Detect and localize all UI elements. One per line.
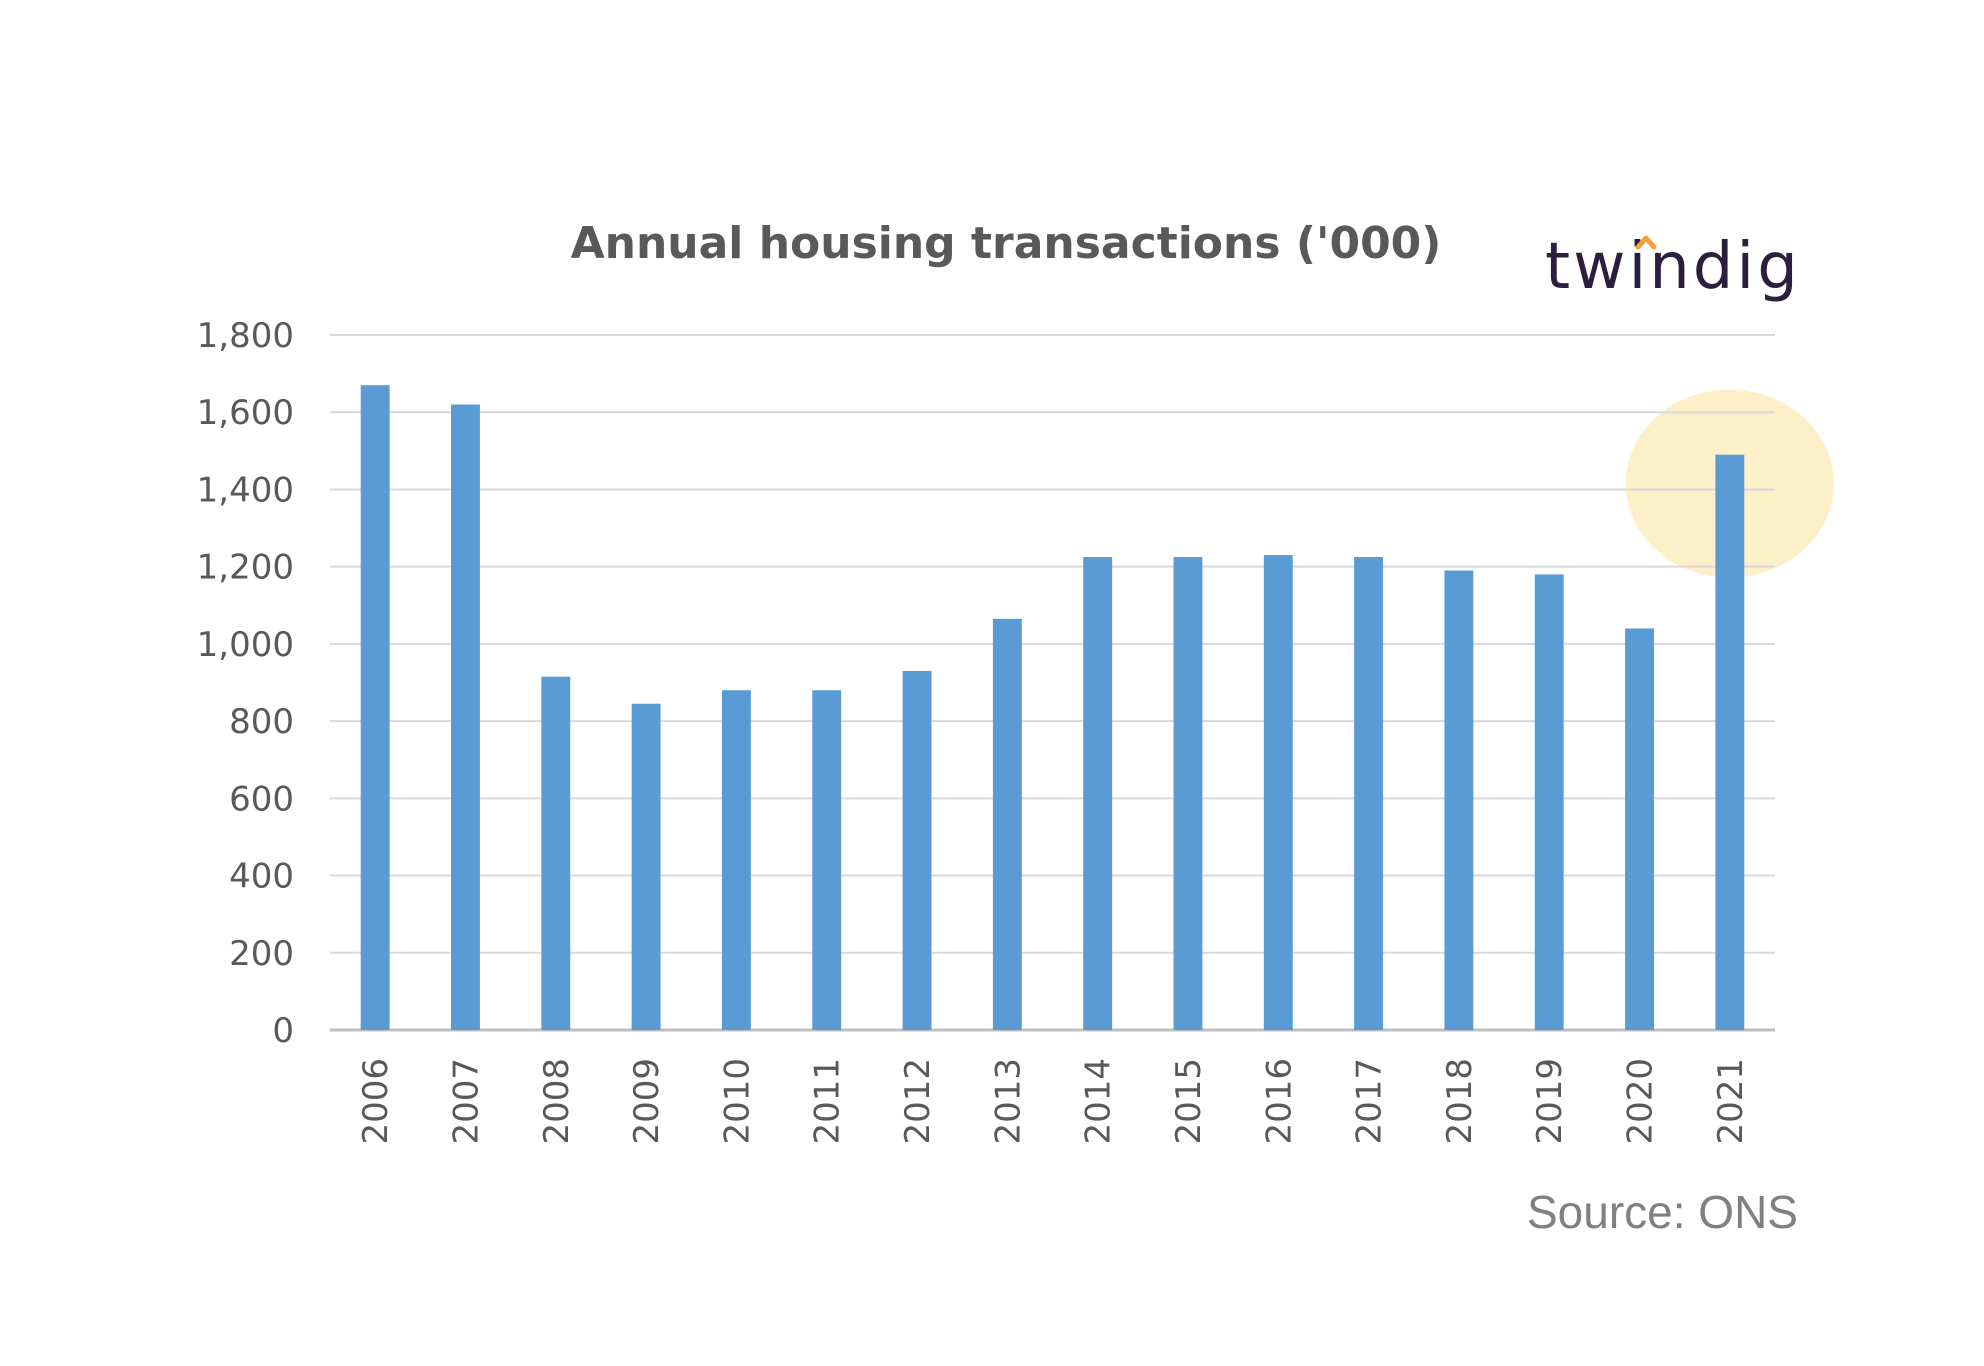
- y-tick-label: 200: [229, 934, 294, 974]
- y-tick-label: 400: [229, 857, 294, 897]
- bar-2011: [812, 690, 842, 1030]
- x-tick-label: 2008: [537, 1058, 577, 1145]
- bar-2018: [1444, 570, 1474, 1030]
- y-tick-label: 1,200: [197, 548, 294, 588]
- twindig-logo: twindig: [1545, 230, 1801, 304]
- bar-2013: [992, 618, 1022, 1030]
- x-tick-label: 2011: [808, 1058, 848, 1145]
- bar-2021: [1715, 454, 1745, 1030]
- source-note: Source: ONS: [1527, 1186, 1798, 1238]
- x-tick-label: 2012: [898, 1058, 938, 1145]
- bar-2019: [1534, 574, 1564, 1030]
- bar-2012: [902, 670, 932, 1030]
- logo-text: twindig: [1545, 230, 1801, 304]
- x-tick-label: 2018: [1440, 1058, 1480, 1145]
- y-tick-label: 800: [229, 702, 294, 742]
- bar-2006: [360, 385, 390, 1030]
- x-tick-label: 2013: [988, 1058, 1028, 1145]
- bars: [360, 385, 1745, 1030]
- bar-2009: [631, 703, 661, 1030]
- y-tick-label: 1,800: [197, 316, 294, 356]
- bar-2017: [1354, 557, 1384, 1030]
- bar-2020: [1625, 628, 1654, 1030]
- x-axis-ticks: 2006 2007 2008 2009 2010 2011 2012 2013 2014 2015…: [356, 1058, 1751, 1145]
- bar-2010: [721, 690, 751, 1030]
- x-tick-label: 2015: [1169, 1058, 1209, 1145]
- y-tick-label: 0: [272, 1011, 294, 1051]
- y-tick-label: 1,600: [197, 393, 294, 433]
- x-tick-label: 2006: [356, 1058, 396, 1145]
- y-tick-label: 600: [229, 779, 294, 819]
- bar-2015: [1173, 557, 1203, 1030]
- chart-title: Annual housing transactions ('000): [571, 218, 1442, 269]
- x-tick-label: 2019: [1530, 1058, 1570, 1145]
- x-tick-label: 2021: [1711, 1058, 1751, 1145]
- y-axis-ticks: 0 200 400 600 800 1,000 1,200 1,400 1,600 1,800: [197, 316, 294, 1051]
- x-tick-label: 2016: [1259, 1058, 1299, 1145]
- gridlines: [330, 334, 1775, 1032]
- logo-accent-icon: [1635, 235, 1657, 250]
- x-tick-label: 2009: [627, 1058, 667, 1145]
- x-tick-label: 2014: [1079, 1058, 1119, 1145]
- bar-2007: [451, 404, 480, 1030]
- y-tick-label: 1,000: [197, 625, 294, 665]
- bar-2008: [541, 676, 571, 1030]
- x-tick-label: 2007: [446, 1058, 486, 1145]
- x-tick-label: 2020: [1621, 1058, 1661, 1145]
- x-tick-label: 2017: [1350, 1058, 1390, 1145]
- bar-2014: [1083, 557, 1113, 1030]
- bar-2016: [1263, 555, 1293, 1030]
- y-tick-label: 1,400: [197, 470, 294, 510]
- x-tick-label: 2010: [717, 1058, 757, 1145]
